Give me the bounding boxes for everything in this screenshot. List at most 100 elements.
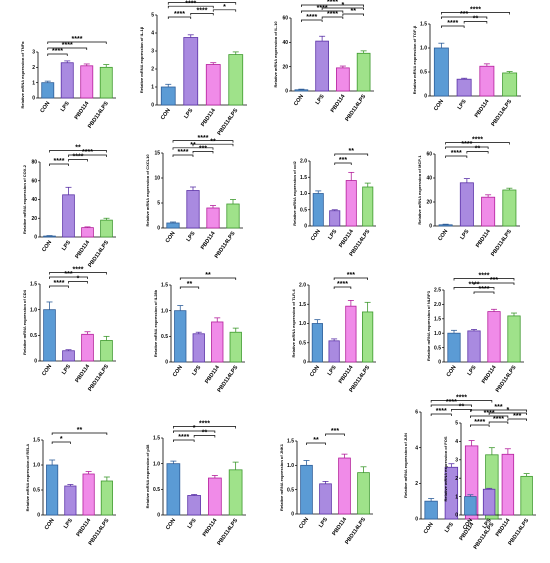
significance-label: ***: [513, 413, 521, 420]
significance-label: ****: [73, 154, 84, 161]
significance-label: *: [193, 425, 196, 432]
y-tick-label: 60: [31, 178, 37, 184]
y-tick-label: 1.5: [153, 436, 160, 442]
y-tick-label: 0: [304, 224, 307, 230]
bar-pbd114lps: [356, 52, 371, 92]
significance-label: ****: [62, 42, 73, 49]
significance-bracket: [167, 16, 192, 19]
significance-label: ****: [472, 137, 483, 144]
bar-con: [166, 222, 180, 229]
y-axis-label: Relative mRNA expression of IL-1β: [139, 26, 144, 93]
significance-bracket: [192, 143, 234, 147]
significance-bracket: [325, 433, 345, 436]
significance-label: ****: [461, 141, 472, 148]
bar-pbd114: [338, 457, 351, 515]
significance-bracket: [334, 162, 352, 165]
y-tick-label: 80: [31, 160, 37, 166]
significance-label: **: [473, 16, 479, 23]
significance-bracket: [430, 400, 493, 403]
significance-label: **: [349, 148, 355, 155]
bar-lps: [459, 182, 474, 227]
category-label: PBD114: [202, 517, 219, 538]
category-label: LPS: [61, 363, 72, 375]
bar-pbd114lps: [362, 311, 374, 363]
bar-con: [464, 496, 477, 516]
bar-lps: [187, 495, 201, 516]
chart-panel-0: 0 1 2 3 Relative mRNA expression of TNFα CON L…: [20, 36, 116, 130]
significance-bracket: [179, 286, 200, 289]
y-tick-label: 60: [426, 152, 432, 158]
significance-bracket: [488, 412, 527, 415]
y-tick-label: 2.5: [434, 288, 441, 294]
y-tick-label: 1.5: [299, 302, 306, 308]
y-tick-label: 0.5: [420, 70, 427, 76]
y-axis-label: Relative mRNA expression of TGF-β: [412, 25, 417, 94]
bar-lps: [62, 194, 75, 238]
significance-bracket: [68, 281, 88, 284]
y-tick-label: 2.0: [434, 302, 441, 308]
category-label: LPS: [187, 517, 198, 529]
y-tick-label: 60: [282, 16, 288, 22]
category-label: PBD114LPS: [87, 363, 110, 392]
category-label: PBD114LPS: [490, 98, 513, 127]
significance-label: **: [205, 272, 211, 279]
bar-con: [41, 82, 55, 99]
y-tick-label: 0: [438, 360, 441, 366]
significance-bracket: [49, 276, 88, 279]
category-label: CON: [165, 518, 177, 531]
significance-label: *: [342, 2, 345, 9]
y-axis-label: Relative mRNA expression of JUN: [403, 433, 408, 498]
y-axis-label: Relative mRNA expression of CD4: [22, 289, 27, 355]
category-label: LPS: [457, 98, 468, 110]
category-label: PBD114: [338, 228, 355, 249]
bar-pbd114: [205, 64, 221, 106]
bar-pbd114: [80, 65, 94, 99]
category-label: CON: [446, 365, 458, 378]
bar-con: [311, 323, 323, 363]
significance-label: **: [202, 430, 208, 437]
significance-label: ****: [474, 419, 485, 426]
significance-label: ****: [337, 281, 348, 288]
y-tick-label: 2.0: [299, 283, 306, 289]
chart-panel-4: 0 20 40 60 80 Relative mRNA expression of COX…: [22, 145, 116, 269]
significance-label: ****: [197, 0, 208, 4]
bar-pbd114lps: [100, 340, 113, 362]
bar-pbd114lps: [100, 219, 113, 238]
category-label: CON: [165, 231, 177, 244]
bar-con: [174, 310, 187, 363]
chart-panel-2: 0 20 40 60 Relative mRNA expression of IL-10…: [273, 0, 374, 123]
significance-bracket: [49, 285, 69, 288]
significance-bracket: [173, 430, 216, 433]
significance-label: *: [60, 436, 63, 443]
bar-lps: [62, 350, 75, 362]
y-axis-label: Relative mRNA expression of TNFα: [20, 41, 25, 109]
significance-bracket: [473, 282, 515, 285]
bar-lps: [328, 340, 340, 363]
bar-pbd114: [345, 305, 357, 363]
significance-label: ****: [456, 395, 467, 402]
y-axis-label: Relative mRNA expression of CXCL10: [145, 154, 150, 227]
y-axis-label: Relative mRNA expression of TLR-4: [291, 289, 296, 358]
significance-label: ***: [460, 11, 468, 18]
significance-label: ***: [331, 428, 339, 435]
y-tick-label: 1.0: [161, 308, 168, 314]
bar-pbd114lps: [357, 472, 370, 515]
y-tick-label: 40: [282, 40, 288, 46]
significance-label: *: [223, 4, 226, 11]
significance-bracket: [321, 16, 344, 19]
significance-label: ****: [451, 150, 462, 157]
significance-bracket: [47, 41, 107, 44]
chart-panel-1: 0 1 2 3 4 5 Relative mRNA expression of IL-1β C…: [139, 0, 247, 137]
significance-label: ****: [185, 0, 196, 7]
y-tick-label: 1: [151, 85, 154, 91]
category-label: CON: [310, 229, 322, 242]
category-label: PBD114LPS: [87, 239, 110, 268]
significance-bracket: [51, 432, 108, 435]
y-tick-label: 0: [455, 513, 458, 519]
significance-bracket: [333, 286, 352, 289]
significance-bracket: [173, 426, 236, 429]
y-tick-label: 1.0: [287, 463, 294, 469]
y-tick-label: 1.5: [33, 438, 40, 444]
